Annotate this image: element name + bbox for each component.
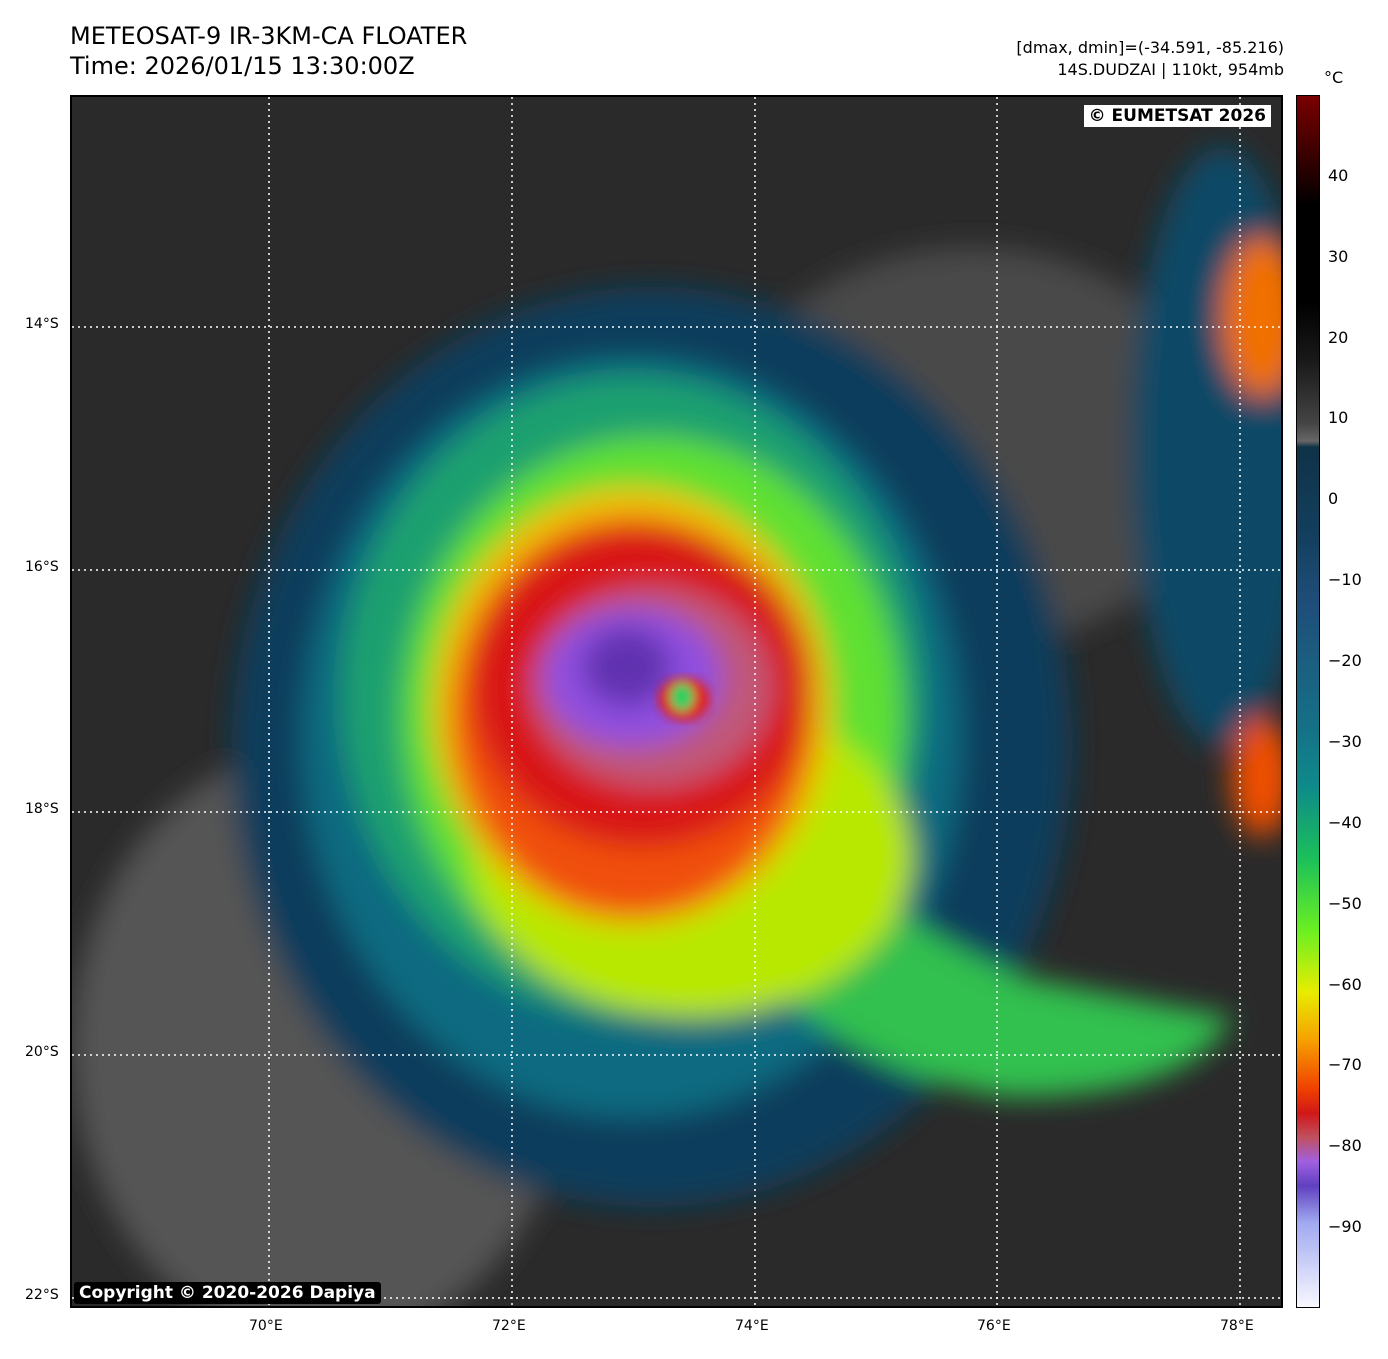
- colorbar-tick: 40: [1328, 165, 1349, 185]
- lon-tick: 72°E: [492, 1318, 526, 1334]
- colorbar-tick: −50: [1328, 893, 1362, 913]
- colorbar-tick: −20: [1328, 651, 1362, 671]
- lat-tick: 14°S: [25, 316, 59, 332]
- chart-title: METEOSAT-9 IR-3KM-CA FLOATER: [70, 22, 468, 50]
- colorbar-tick: 10: [1328, 408, 1349, 428]
- storm-label: 14S.DUDZAI | 110kt, 954mb: [1057, 60, 1284, 79]
- colorbar-tick: −10: [1328, 570, 1362, 590]
- lat-tick: 16°S: [25, 559, 59, 575]
- colorbar-tick: −90: [1328, 1217, 1362, 1237]
- colorbar: [1296, 95, 1320, 1308]
- colorbar-tick: −80: [1328, 1136, 1362, 1156]
- lon-tick: 74°E: [735, 1318, 769, 1334]
- range-label: [dmax, dmin]=(-34.591, -85.216): [1016, 38, 1284, 57]
- colorbar-tick: −70: [1328, 1055, 1362, 1075]
- colorbar-tick: −60: [1328, 974, 1362, 994]
- lat-tick: 20°S: [25, 1044, 59, 1060]
- colorbar-tick: −40: [1328, 812, 1362, 832]
- lat-tick: 22°S: [25, 1287, 59, 1303]
- eumetsat-credit: © EUMETSAT 2026: [1083, 105, 1271, 127]
- time-label: Time: 2026/01/15 13:30:00Z: [70, 52, 415, 80]
- colorbar-tick: 0: [1328, 489, 1339, 509]
- satellite-image: © EUMETSAT 2026 Copyright © 2020-2026 Da…: [70, 95, 1283, 1308]
- lon-tick: 70°E: [249, 1318, 283, 1334]
- cloud-field: [72, 147, 1281, 1306]
- lat-tick: 18°S: [25, 801, 59, 817]
- colorbar-unit: °C: [1324, 68, 1344, 87]
- ir-imagery: [72, 97, 1281, 1306]
- grid-lines: [72, 97, 1281, 1306]
- colorbar-tick: 20: [1328, 327, 1349, 347]
- eye: [658, 677, 710, 721]
- colorbar-tick: 30: [1328, 246, 1349, 266]
- lon-tick: 76°E: [977, 1318, 1011, 1334]
- colorbar-tick: −30: [1328, 731, 1362, 751]
- lon-tick: 78°E: [1220, 1318, 1254, 1334]
- copyright-label: Copyright © 2020-2026 Dapiya: [74, 1282, 381, 1304]
